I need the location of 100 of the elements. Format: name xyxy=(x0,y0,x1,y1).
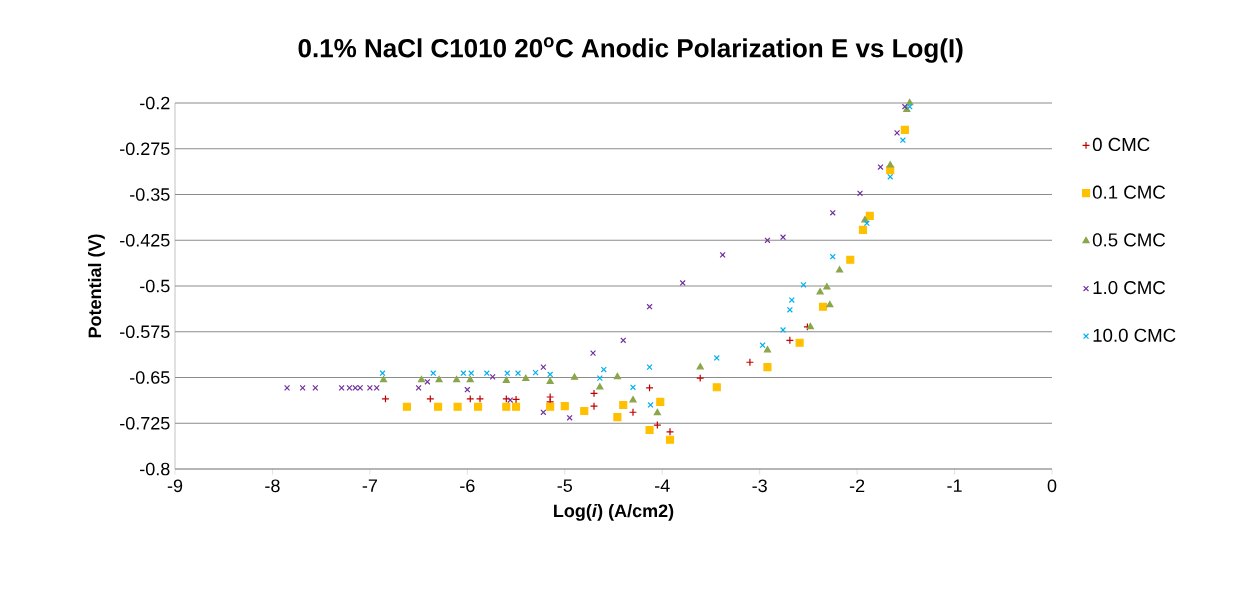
y-tick-label: -0.725 xyxy=(120,416,170,430)
point xyxy=(435,375,443,383)
point xyxy=(502,394,511,403)
y-axis-title: Potential (V) xyxy=(87,234,105,338)
point xyxy=(600,366,607,373)
point xyxy=(466,375,474,383)
x-tick-label: -5 xyxy=(557,479,573,492)
point xyxy=(877,164,884,171)
x-tick-label: -4 xyxy=(655,479,670,492)
x-tick-label: -7 xyxy=(362,479,377,492)
y-tick-label: -0.275 xyxy=(120,142,170,156)
y-tick-label: -0.35 xyxy=(130,188,170,201)
point xyxy=(434,402,443,411)
x-tick-label: -1 xyxy=(947,479,962,492)
point xyxy=(522,374,530,382)
point xyxy=(712,383,721,392)
point xyxy=(546,377,554,385)
point xyxy=(619,400,628,410)
point xyxy=(580,406,589,416)
point xyxy=(629,396,637,403)
point xyxy=(415,384,422,391)
point xyxy=(596,383,604,390)
point xyxy=(764,237,771,244)
y-tick-label: -0.65 xyxy=(130,371,170,384)
point xyxy=(511,402,521,411)
legend-label: 1.0 CMC xyxy=(1093,280,1166,295)
point xyxy=(540,364,547,371)
point xyxy=(566,414,573,421)
point xyxy=(514,370,522,377)
point xyxy=(613,372,621,380)
point xyxy=(417,375,426,383)
point xyxy=(886,161,894,168)
point xyxy=(858,225,868,234)
point xyxy=(865,211,874,220)
point xyxy=(570,373,579,380)
y-tick-label: -0.5 xyxy=(140,279,170,293)
point xyxy=(785,336,794,345)
point xyxy=(653,408,661,416)
point xyxy=(763,363,772,372)
legend-label: 0.5 CMC xyxy=(1092,233,1166,247)
point xyxy=(453,375,461,383)
x-tick-label: -3 xyxy=(752,479,767,493)
point xyxy=(646,303,653,310)
point xyxy=(713,354,720,362)
point xyxy=(629,384,637,391)
x-tick-label: -8 xyxy=(265,479,280,493)
point xyxy=(546,392,555,402)
point xyxy=(645,383,654,392)
point xyxy=(511,395,521,404)
point xyxy=(466,394,475,403)
point xyxy=(653,421,662,430)
point xyxy=(665,427,675,436)
point xyxy=(628,408,638,417)
point xyxy=(402,402,411,411)
point xyxy=(795,338,804,347)
point xyxy=(719,251,726,258)
point xyxy=(560,402,569,411)
point xyxy=(473,402,483,411)
point xyxy=(763,345,772,353)
point xyxy=(679,279,686,287)
point xyxy=(424,378,431,385)
point xyxy=(453,402,462,411)
point xyxy=(900,125,909,134)
point xyxy=(645,425,654,435)
y-tick-label: -0.2 xyxy=(140,96,170,110)
y-tick-label: -0.425 xyxy=(120,233,170,247)
point xyxy=(656,397,665,406)
point xyxy=(800,281,807,288)
x-tick-label: -2 xyxy=(849,479,865,492)
point xyxy=(899,137,906,144)
point xyxy=(502,402,511,411)
point xyxy=(546,402,555,411)
point xyxy=(647,401,654,408)
y-tick-label: -0.8 xyxy=(140,462,170,476)
legend-label: 0 CMC xyxy=(1092,137,1150,152)
point xyxy=(780,234,787,241)
point xyxy=(816,288,824,295)
point xyxy=(826,300,834,308)
point xyxy=(745,358,754,367)
point xyxy=(759,342,766,349)
point xyxy=(788,296,795,304)
legend-label: 10.0 CMC xyxy=(1093,328,1176,342)
point xyxy=(426,394,435,403)
point xyxy=(299,384,306,391)
chart-title: 0.1% NaCl C1010 20$^{o}$C Anodic Polarization E vs Log(I) xyxy=(298,37,963,63)
x-tick-label: -9 xyxy=(167,479,183,493)
point xyxy=(646,364,653,371)
point xyxy=(379,370,386,377)
point xyxy=(589,402,599,411)
x-tick-label: 0 xyxy=(1047,479,1057,493)
point xyxy=(507,397,514,404)
point xyxy=(379,375,388,383)
point xyxy=(696,374,705,383)
point xyxy=(475,394,485,403)
point xyxy=(665,435,675,444)
point xyxy=(312,384,319,391)
point xyxy=(786,306,793,313)
point xyxy=(589,389,599,398)
point xyxy=(856,190,864,197)
x-axis-title: Log(i) (A/cm2) xyxy=(554,503,674,521)
